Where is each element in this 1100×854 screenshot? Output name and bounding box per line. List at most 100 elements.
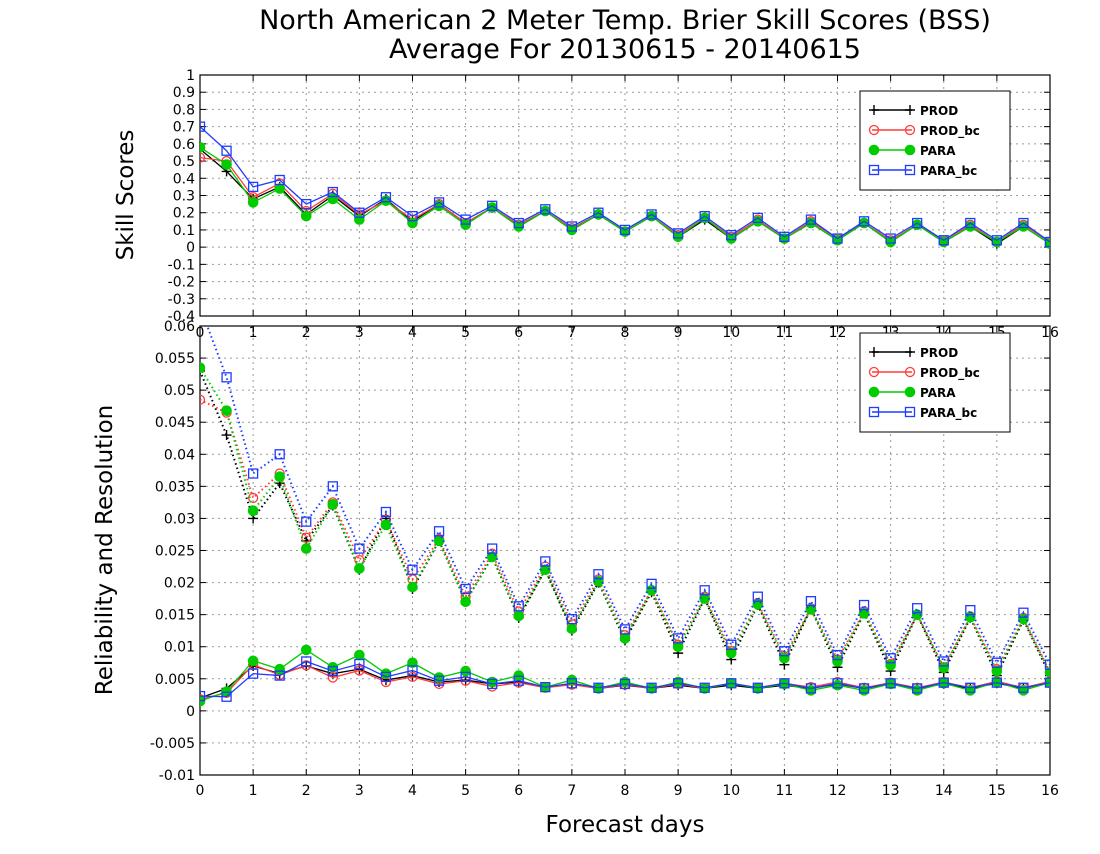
point-para-bc-resolution: [593, 569, 604, 580]
legend: PROD PROD_bc PARA PARA_bc: [859, 332, 1011, 433]
point-para-reliability: [407, 657, 418, 669]
point-para-bc-bss: [912, 217, 923, 229]
point-para-bc-reliability: [699, 682, 710, 693]
point-para-resolution: [725, 647, 737, 659]
point-para-bc-bss: [566, 221, 578, 232]
point-para-bc-resolution: [513, 601, 524, 612]
y-tick-label: 0.4: [173, 171, 195, 187]
chart-title-line-2: Average For 20130615 - 20140615: [389, 34, 861, 65]
x-axis-label: Forecast days: [546, 812, 705, 838]
y-tick-label: 1: [186, 68, 195, 84]
point-para-resolution: [274, 471, 285, 483]
point-para-bss: [274, 183, 285, 194]
point-para-bc-resolution: [885, 653, 896, 664]
point-para-resolution: [380, 519, 392, 531]
y-tick-label: -0.3: [168, 292, 195, 308]
point-para-bc-resolution: [354, 543, 365, 554]
point-para-bc-bss: [619, 224, 631, 236]
y-tick-label: 0.02: [164, 576, 195, 592]
point-para-bc-resolution: [327, 481, 338, 492]
point-para-bc-reliability: [433, 675, 445, 686]
point-para-bc-reliability: [726, 678, 737, 689]
point-para-bc-reliability: [301, 656, 312, 667]
point-para-resolution: [300, 543, 312, 554]
point-para-reliability: [619, 676, 631, 688]
point-para-bc-resolution: [858, 599, 870, 611]
plot-area: [200, 326, 1050, 707]
y-tick-label: 0: [186, 240, 195, 256]
point-para-resolution: [832, 656, 843, 667]
point-para-bc-resolution: [1044, 659, 1050, 670]
legend: PROD PROD_bc PARA PARA_bc: [859, 90, 1011, 191]
x-tick-label: 13: [882, 783, 900, 799]
point-para-resolution: [779, 652, 790, 664]
point-para-bc-resolution: [832, 649, 843, 661]
chart-title-line-1: North American 2 Meter Temp. Brier Skill…: [259, 5, 991, 36]
y-tick-label: 0.1: [173, 223, 195, 239]
x-tick-label: 9: [674, 783, 683, 799]
y-tick-label: 0.035: [155, 479, 195, 495]
point-para-bc-resolution: [965, 605, 976, 616]
point-para-bc-bss: [274, 174, 285, 186]
legend-marker-para-bc: [904, 164, 916, 176]
point-para-bc-reliability: [832, 678, 843, 689]
legend-label-prod-bc: PROD_bc: [920, 124, 980, 139]
y-tick-label: -0.1: [168, 257, 195, 273]
point-para-bc-bss: [938, 235, 949, 246]
point-para-bc-reliability: [354, 658, 365, 670]
point-para-resolution: [247, 505, 259, 517]
point-para-resolution: [885, 660, 896, 671]
point-para-bc-resolution: [407, 564, 418, 575]
point-para-bc-resolution: [619, 624, 631, 635]
point-para-resolution: [1018, 613, 1029, 625]
point-para-bc-reliability: [566, 678, 578, 689]
point-para-resolution: [407, 581, 418, 593]
x-tick-label: 15: [988, 783, 1006, 799]
bottom-panel-ylabel: Reliability and Resolution: [92, 405, 118, 695]
point-para-reliability: [805, 685, 817, 696]
point-para-bc-reliability: [646, 682, 657, 693]
legend-box: [859, 332, 1011, 433]
point-para-resolution: [619, 633, 631, 644]
legend-marker-prod-bc: [868, 366, 880, 378]
legend-marker-prod-bc: [904, 366, 916, 378]
x-tick-label: 10: [722, 783, 740, 799]
y-tick-label: 0.7: [173, 120, 195, 136]
point-para-bss: [327, 193, 339, 205]
point-para-bc-resolution: [1018, 607, 1029, 618]
point-para-bss: [247, 197, 259, 208]
legend-marker-para-bc: [904, 406, 916, 418]
y-tick-label: 0.2: [173, 206, 195, 222]
series-line-para-bc-resolution: [206, 326, 1050, 666]
legend-label-para: PARA: [920, 144, 956, 158]
y-tick-label: 0.03: [164, 511, 195, 527]
point-para-bc-bss: [1044, 236, 1050, 248]
point-para-bc-reliability: [540, 681, 551, 693]
point-para-bc-bss: [991, 235, 1003, 246]
point-para-bc-bss: [327, 186, 338, 198]
point-para-reliability: [274, 663, 285, 675]
y-tick-label: -0.4: [168, 309, 195, 325]
x-tick-label: 7: [567, 783, 576, 799]
x-tick-label: 11: [775, 783, 793, 799]
point-para-bc-reliability: [513, 675, 524, 686]
legend-label-para: PARA: [920, 386, 956, 400]
point-para-bc-reliability: [965, 682, 976, 693]
point-para-bc-bss: [460, 214, 471, 225]
y-tick-label: -0.2: [168, 275, 195, 291]
point-para-bc-bss: [513, 217, 524, 229]
point-para-bc-reliability: [1018, 682, 1029, 693]
point-para-bc-resolution: [779, 646, 790, 657]
point-para-reliability: [247, 655, 259, 667]
point-para-bc-bss: [1018, 217, 1029, 229]
point-para-bc-bss: [832, 233, 843, 244]
point-para-bc-bss: [965, 217, 976, 229]
series-line-para-bc-bss: [200, 126, 1050, 243]
point-para-bc-reliability: [274, 670, 285, 681]
point-para-reliability: [300, 644, 312, 656]
legend-label-para-bc: PARA_bc: [920, 406, 977, 421]
point-prod-resolution: [221, 430, 232, 441]
point-para-bc-resolution: [646, 578, 657, 590]
point-para-reliability: [354, 649, 365, 661]
